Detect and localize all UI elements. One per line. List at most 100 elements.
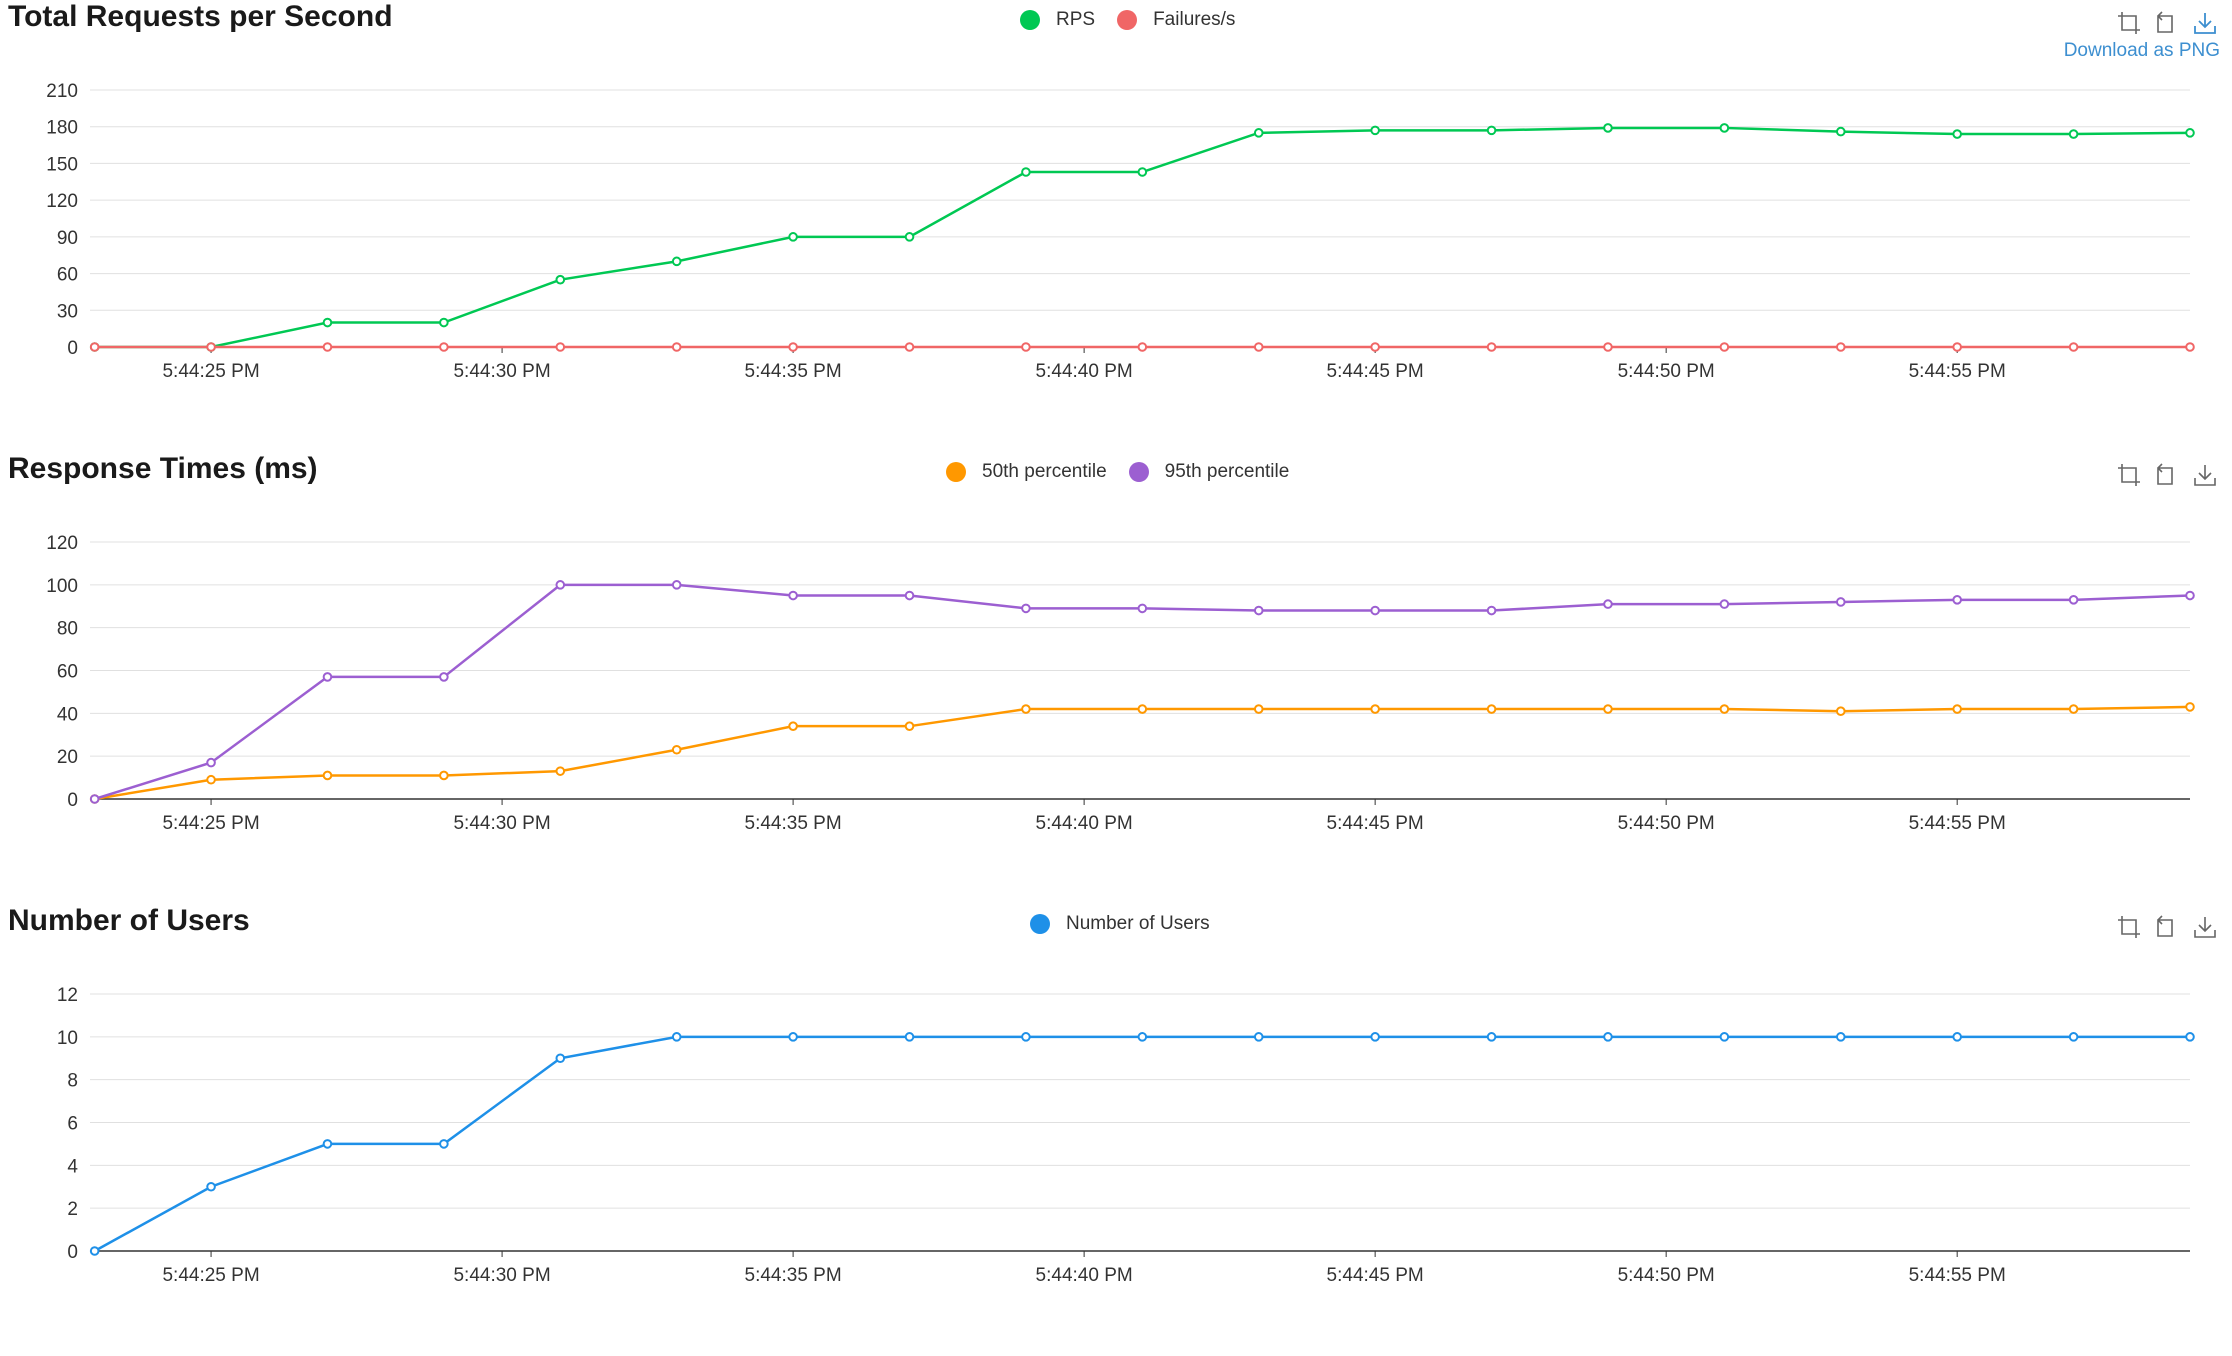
data-point[interactable] [2185,128,2195,138]
data-point[interactable] [1719,704,1730,714]
data-point[interactable] [2068,1032,2079,1042]
data-point[interactable] [322,342,333,352]
data-point[interactable] [2068,342,2079,352]
data-point[interactable] [1137,342,1148,352]
data-point[interactable] [206,774,216,785]
data-point[interactable] [1370,342,1380,352]
data-point[interactable] [1952,595,1962,605]
data-point[interactable] [1719,123,1730,133]
data-point[interactable] [904,232,915,242]
data-point[interactable] [671,580,682,590]
data-point[interactable] [1603,704,1613,714]
data-point[interactable] [1486,704,1497,714]
data-point[interactable] [1835,597,1846,607]
data-point[interactable] [1603,123,1613,133]
data-point[interactable] [89,794,100,804]
data-point[interactable] [1021,167,1031,177]
data-point[interactable] [1137,1032,1148,1042]
data-point[interactable] [1253,605,1264,616]
data-point[interactable] [2068,129,2079,139]
download-icon[interactable] [2190,460,2220,490]
data-point[interactable] [89,1246,100,1256]
data-point[interactable] [1719,599,1730,609]
data-point[interactable] [904,342,915,352]
data-point[interactable] [1719,1032,1730,1042]
data-point[interactable] [1952,342,1962,352]
data-point[interactable] [1253,1032,1264,1042]
data-point[interactable] [2185,702,2195,712]
data-point[interactable] [788,590,798,601]
data-point[interactable] [2185,1032,2195,1042]
data-point[interactable] [555,766,566,776]
data-point[interactable] [1603,342,1613,352]
data-point[interactable] [439,672,449,682]
legend-item-failures[interactable]: Failures/s [1117,9,1235,31]
data-point[interactable] [2185,342,2195,352]
data-point[interactable] [322,770,333,781]
data-point[interactable] [322,1139,333,1149]
data-point[interactable] [1835,706,1846,716]
data-point[interactable] [1486,1032,1497,1042]
data-point[interactable] [1952,129,1962,139]
data-point[interactable] [1603,1032,1613,1042]
data-point[interactable] [788,342,798,352]
data-point[interactable] [788,1032,798,1042]
data-point[interactable] [2068,595,2079,605]
data-point[interactable] [904,1032,915,1042]
data-point[interactable] [1137,704,1148,714]
data-point[interactable] [322,317,333,328]
restore-icon[interactable] [2152,912,2182,942]
data-point[interactable] [1021,704,1031,714]
data-point[interactable] [555,342,566,352]
data-point[interactable] [555,580,566,590]
data-point[interactable] [2068,704,2079,714]
data-point[interactable] [1253,128,1264,138]
data-point[interactable] [1021,603,1031,614]
data-point[interactable] [2185,590,2195,601]
data-point[interactable] [1835,126,1846,137]
data-point[interactable] [1253,342,1264,352]
data-point[interactable] [1835,1032,1846,1042]
data-point[interactable] [439,1139,449,1149]
data-point[interactable] [671,1032,682,1042]
data-point[interactable] [206,342,216,352]
data-point[interactable] [671,342,682,352]
data-point[interactable] [1486,342,1497,352]
zoom-icon[interactable] [2114,912,2144,942]
data-point[interactable] [555,274,566,285]
data-point[interactable] [788,232,798,242]
legend-item-users[interactable]: Number of Users [1030,913,1210,935]
data-point[interactable] [671,256,682,267]
zoom-icon[interactable] [2114,8,2144,38]
data-point[interactable] [1486,605,1497,616]
data-point[interactable] [1952,704,1962,714]
data-point[interactable] [439,342,449,352]
data-point[interactable] [1603,599,1613,609]
data-point[interactable] [555,1053,566,1064]
download-icon[interactable] [2190,912,2220,942]
data-point[interactable] [1370,704,1380,714]
data-point[interactable] [1719,342,1730,352]
download-icon[interactable] [2190,8,2220,38]
data-point[interactable] [1486,125,1497,136]
data-point[interactable] [1137,167,1148,177]
data-point[interactable] [322,672,333,682]
data-point[interactable] [1952,1032,1962,1042]
restore-icon[interactable] [2152,8,2182,38]
legend-item-95th[interactable]: 95th percentile [1128,461,1289,483]
data-point[interactable] [1835,342,1846,352]
data-point[interactable] [89,342,100,352]
data-point[interactable] [1021,1032,1031,1042]
data-point[interactable] [1137,603,1148,614]
legend-item-rps[interactable]: RPS [1020,9,1095,31]
data-point[interactable] [1370,125,1380,136]
data-point[interactable] [206,1181,216,1192]
data-point[interactable] [1370,605,1380,616]
legend-item-50th[interactable]: 50th percentile [946,461,1107,483]
data-point[interactable] [1253,704,1264,714]
data-point[interactable] [1021,342,1031,352]
data-point[interactable] [206,757,216,768]
zoom-icon[interactable] [2114,460,2144,490]
data-point[interactable] [788,721,798,731]
data-point[interactable] [439,770,449,781]
